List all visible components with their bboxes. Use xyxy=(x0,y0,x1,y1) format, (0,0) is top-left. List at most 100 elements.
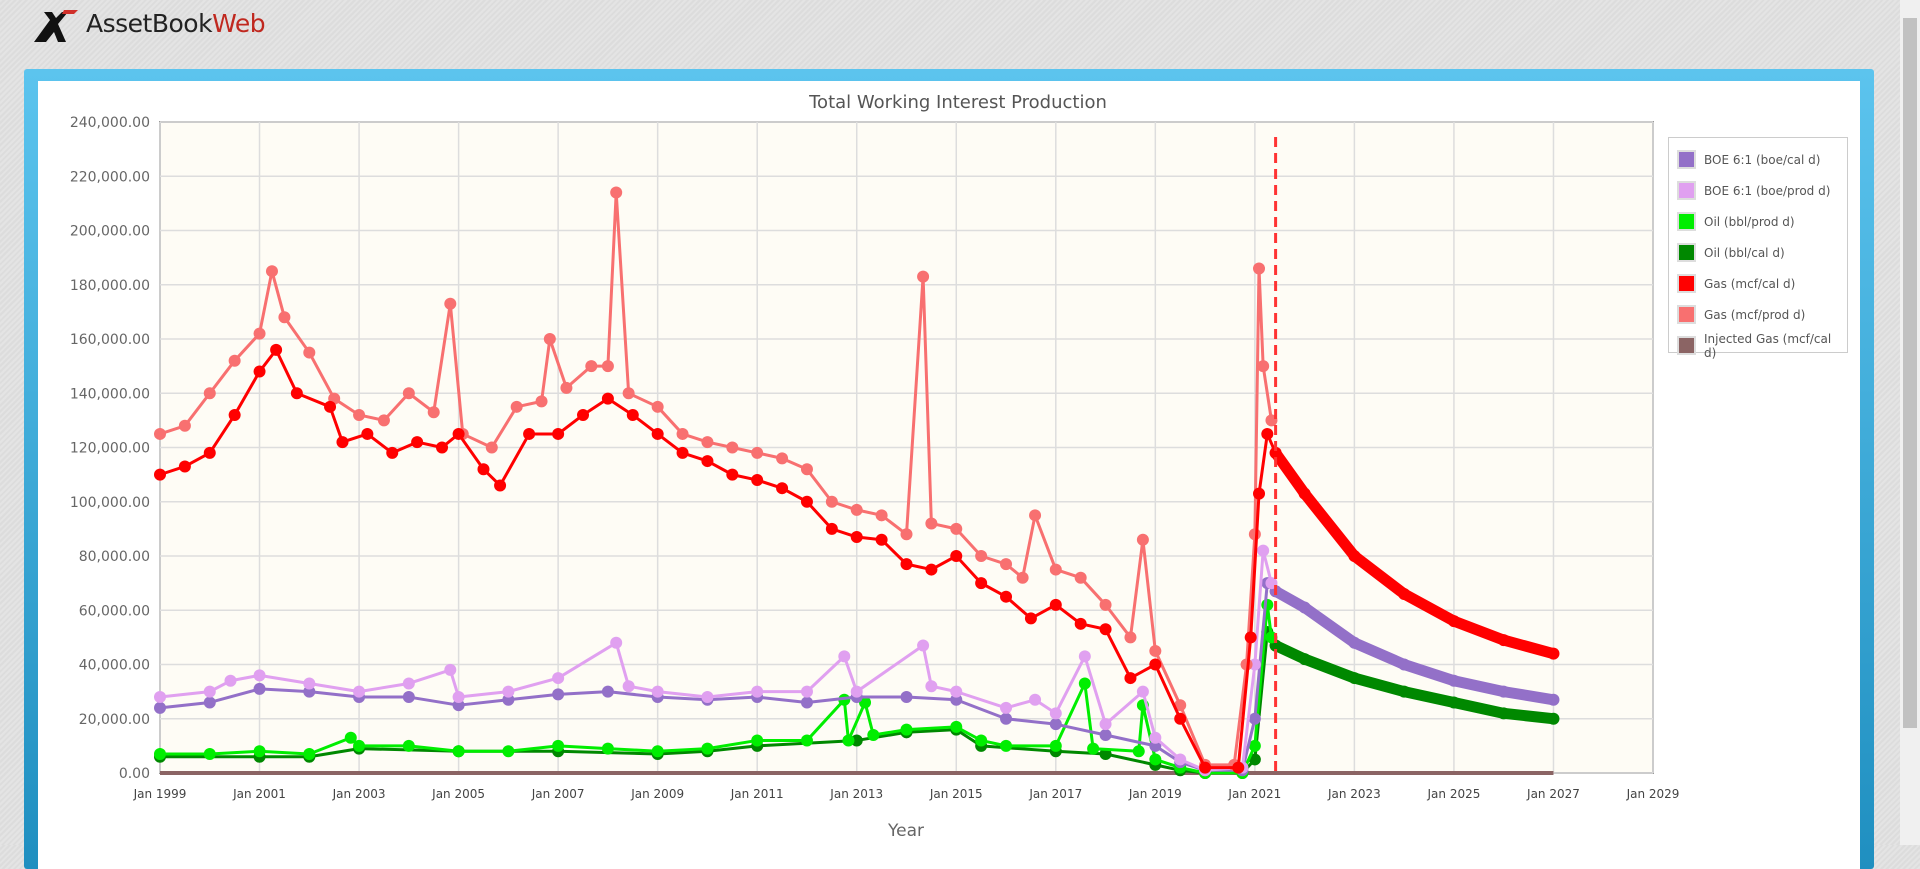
data-point xyxy=(502,685,515,698)
forecast-point xyxy=(1497,634,1510,647)
x-tick-label: Jan 2017 xyxy=(1028,787,1082,801)
data-point xyxy=(800,696,813,709)
data-point xyxy=(825,522,838,535)
vertical-scrollbar[interactable] xyxy=(1900,0,1920,845)
forecast-point xyxy=(1298,601,1311,614)
data-point xyxy=(701,742,714,755)
data-point xyxy=(1049,739,1062,752)
data-point xyxy=(344,731,357,744)
x-tick-label: Jan 2019 xyxy=(1128,787,1182,801)
data-point xyxy=(253,669,266,682)
data-point xyxy=(726,441,739,454)
legend-item[interactable]: Oil (bbl/cal d) xyxy=(1677,237,1847,268)
data-point xyxy=(324,400,337,413)
legend-item[interactable]: Gas (mcf/cal d) xyxy=(1677,268,1847,299)
data-point xyxy=(1248,528,1261,541)
data-point xyxy=(626,408,639,421)
chart-title: Total Working Interest Production xyxy=(808,92,1107,113)
data-point xyxy=(452,691,465,704)
data-point xyxy=(610,636,623,649)
data-point xyxy=(1049,598,1062,611)
forecast-point xyxy=(1447,696,1460,709)
data-point xyxy=(228,354,241,367)
legend-item[interactable]: Gas (mcf/prod d) xyxy=(1677,299,1847,330)
data-point xyxy=(203,387,216,400)
data-point xyxy=(1149,731,1162,744)
forecast-point xyxy=(1298,487,1311,500)
legend-label: Oil (bbl/cal d) xyxy=(1704,245,1785,260)
data-point xyxy=(502,745,515,758)
data-point xyxy=(303,677,316,690)
data-point xyxy=(253,745,266,758)
data-point xyxy=(676,427,689,440)
data-point xyxy=(1029,693,1042,706)
data-point xyxy=(577,408,590,421)
forecast-point xyxy=(1348,672,1361,685)
x-tick-label: Jan 1999 xyxy=(133,787,187,801)
data-point xyxy=(622,387,635,400)
data-point xyxy=(950,685,963,698)
legend-swatch xyxy=(1677,243,1696,262)
data-point xyxy=(1099,623,1112,636)
data-point xyxy=(444,663,457,676)
data-point xyxy=(228,408,241,421)
data-point xyxy=(560,381,573,394)
forecast-point xyxy=(1398,685,1411,698)
data-point xyxy=(1248,712,1261,725)
data-point xyxy=(154,468,166,481)
legend-item[interactable]: BOE 6:1 (boe/prod d) xyxy=(1677,175,1847,206)
x-tick-label: Jan 2025 xyxy=(1427,787,1481,801)
data-point xyxy=(1124,631,1137,644)
data-point xyxy=(875,509,888,522)
legend-label: Gas (mcf/prod d) xyxy=(1704,307,1806,322)
data-point xyxy=(651,685,664,698)
data-point xyxy=(452,745,465,758)
data-point xyxy=(1257,360,1270,373)
app-logo[interactable]: AssetBookWeb xyxy=(86,9,266,38)
legend-label: BOE 6:1 (boe/prod d) xyxy=(1704,183,1831,198)
data-point xyxy=(402,739,415,752)
x-tick-label: Jan 2001 xyxy=(232,787,286,801)
data-point xyxy=(552,672,565,685)
legend-swatch xyxy=(1677,181,1696,200)
forecast-point xyxy=(1298,653,1311,666)
data-point xyxy=(601,360,614,373)
y-tick-label: 120,000.00 xyxy=(70,441,150,457)
forecast-point xyxy=(1269,446,1282,459)
data-point xyxy=(154,691,166,704)
data-point xyxy=(800,463,813,476)
legend-item[interactable]: BOE 6:1 (boe/cal d) xyxy=(1677,144,1847,175)
x-tick-label: Jan 2011 xyxy=(730,787,784,801)
data-point xyxy=(203,446,216,459)
legend-swatch xyxy=(1677,274,1696,293)
scrollbar-thumb[interactable] xyxy=(1903,18,1917,728)
y-tick-label: 240,000.00 xyxy=(70,115,150,131)
forecast-point xyxy=(1547,647,1560,660)
y-tick-label: 200,000.00 xyxy=(70,224,150,240)
legend-item[interactable]: Injected Gas (mcf/cal d) xyxy=(1677,330,1847,361)
forecast-point xyxy=(1497,685,1510,698)
production-chart: Total Working Interest Production 0.00 20… xyxy=(70,92,1680,841)
data-point xyxy=(494,479,507,492)
data-point xyxy=(1248,658,1261,671)
data-point xyxy=(1149,753,1162,766)
data-point xyxy=(651,745,664,758)
data-point xyxy=(1248,753,1261,766)
legend-item[interactable]: Oil (bbl/prod d) xyxy=(1677,206,1847,237)
data-point xyxy=(975,734,988,747)
data-point xyxy=(1016,571,1029,584)
data-point xyxy=(386,446,399,459)
series-boe-6-1-boe-prod-d- xyxy=(154,544,1278,777)
data-point xyxy=(917,270,930,283)
data-point xyxy=(253,365,266,378)
legend-swatch xyxy=(1677,150,1696,169)
data-point xyxy=(676,446,689,459)
data-point xyxy=(1149,644,1162,657)
data-point xyxy=(411,436,424,449)
data-point xyxy=(203,685,216,698)
series-oil-bbl-prod-d- xyxy=(154,598,1278,779)
data-point xyxy=(601,392,614,405)
x-tick-label: Jan 2009 xyxy=(630,787,684,801)
forecast-point xyxy=(1447,674,1460,687)
legend-label: Oil (bbl/prod d) xyxy=(1704,214,1795,229)
